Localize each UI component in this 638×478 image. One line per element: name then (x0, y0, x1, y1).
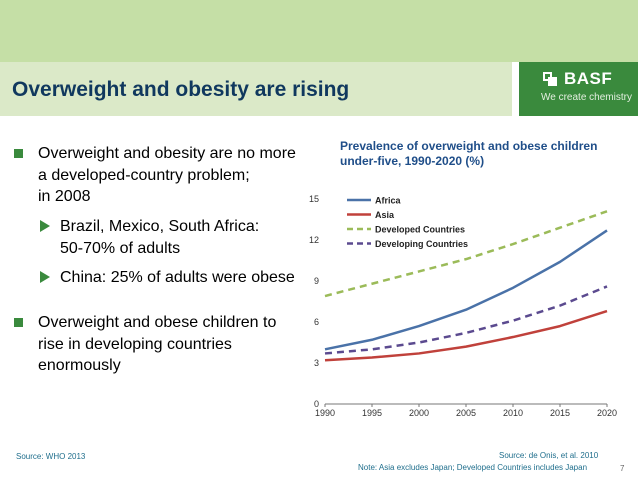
bullet-square-icon (14, 318, 23, 327)
x-tick-label: 2015 (550, 408, 570, 418)
y-tick-label: 0 (314, 399, 319, 409)
x-tick-label: 1990 (315, 408, 335, 418)
bullet-1-line-3: in 2008 (38, 188, 91, 205)
x-tick-label: 2000 (409, 408, 429, 418)
y-tick-label: 3 (314, 358, 319, 368)
page-number: 7 (620, 464, 625, 473)
sub-bullet-1-line-1: Brazil, Mexico, South Africa: (60, 218, 260, 235)
chart-note: Note: Asia excludes Japan; Developed Cou… (358, 463, 588, 472)
bullet-square-icon (14, 149, 23, 158)
legend-label: Developing Countries (375, 239, 468, 249)
series-line-developed-countries (324, 210, 608, 298)
series-line-africa (324, 229, 608, 351)
x-tick-label: 2005 (456, 408, 476, 418)
chart-title: Prevalence of overweight and obese child… (340, 139, 598, 168)
x-tick-label: 2020 (597, 408, 617, 418)
y-tick-label: 15 (309, 194, 319, 204)
legend-label: Asia (375, 210, 395, 220)
basf-logo (519, 62, 638, 116)
legend-label: Developed Countries (375, 225, 465, 235)
title-bar (0, 62, 512, 116)
sub-bullet-arrow-icon (40, 220, 50, 232)
logo-name: BASF (564, 69, 613, 88)
logo-tagline: We create chemistry (541, 92, 632, 103)
bullet-1-line-1: Overweight and obesity are no more (38, 145, 296, 162)
series-line-developing-countries (324, 285, 608, 355)
y-tick-label: 12 (309, 235, 319, 245)
series-line-asia (324, 309, 608, 362)
y-tick-label: 6 (314, 317, 319, 327)
bullet-2-line-2: rise in developing countries (38, 335, 232, 353)
line-chart: 0 3 6 9 12 15 1990 1995 2000 2005 2010 2015 2020 Afri… (309, 194, 617, 418)
source-right: Source: de Onis, et al. 2010 (499, 451, 599, 460)
source-left: Source: WHO 2013 (16, 452, 86, 461)
sub-bullet-arrow-icon (40, 271, 50, 283)
sub-bullet-1-line-2: 50-70% of adults (60, 239, 181, 257)
y-tick-label: 9 (314, 276, 319, 286)
sub-bullet-2-line-1: China: 25% of adults were obese (60, 269, 295, 286)
bullet-1-line-2: a developed-country problem; (38, 166, 250, 184)
bullet-2-line-3: enormously (38, 357, 121, 374)
basf-logo-icon (543, 72, 559, 87)
x-tick-label: 1995 (362, 408, 382, 418)
x-tick-label: 2010 (503, 408, 523, 418)
bullet-2-line-1: Overweight and obese children to (38, 314, 277, 331)
header-band (0, 0, 638, 62)
legend-label: Africa (375, 196, 402, 206)
slide-title: Overweight and obesity are rising (12, 78, 350, 101)
